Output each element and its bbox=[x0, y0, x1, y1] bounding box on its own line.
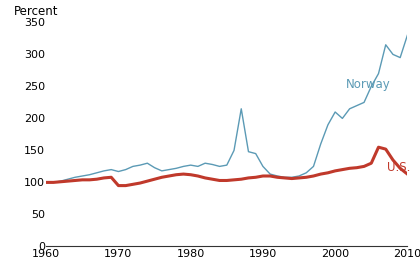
Text: Percent: Percent bbox=[14, 5, 58, 18]
Text: Norway: Norway bbox=[346, 78, 391, 91]
Text: U.S.: U.S. bbox=[387, 161, 410, 174]
